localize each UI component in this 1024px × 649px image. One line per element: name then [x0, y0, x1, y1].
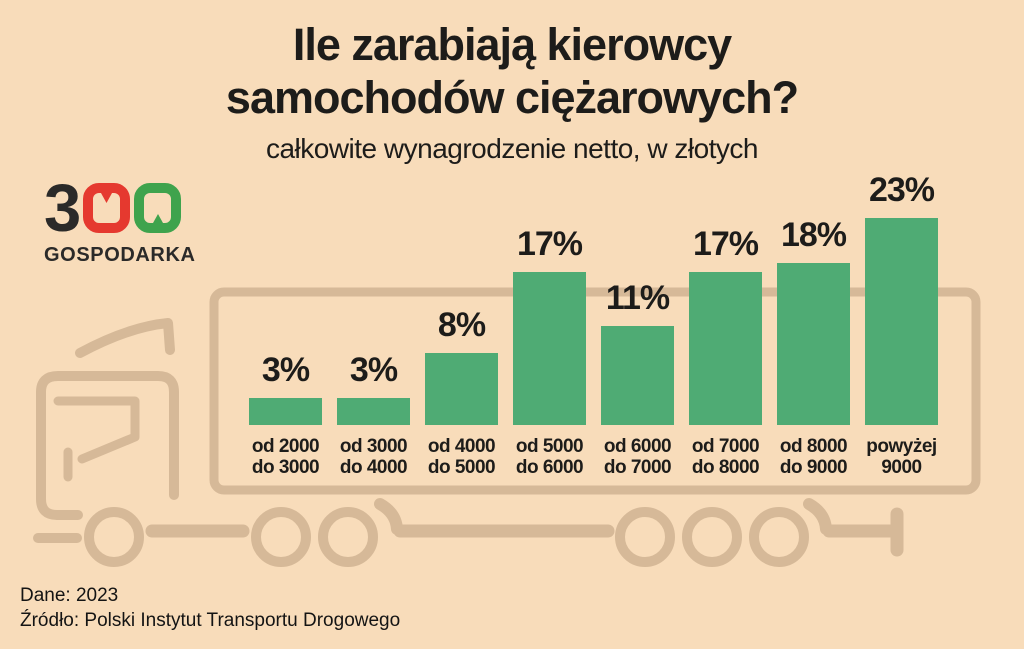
- bar: [249, 398, 322, 425]
- logo-zero-red-icon: [83, 183, 131, 233]
- logo-zero-green-icon: [134, 183, 182, 233]
- bar: [865, 218, 938, 425]
- bar-column: 3% od 2000 do 3000: [249, 0, 322, 478]
- page-title-line1: Ile zarabiają kierowcy: [292, 19, 732, 70]
- truck-wheel: [615, 507, 675, 567]
- bar-value-label: 17%: [516, 225, 583, 263]
- truck-wheel: [318, 507, 378, 567]
- bar-value-label: 8%: [437, 306, 486, 344]
- bar-value-label: 3%: [261, 351, 310, 389]
- bar-column: 3% od 3000 do 4000: [337, 0, 410, 478]
- bar-value-label: 11%: [605, 279, 670, 317]
- bar-column: 8% od 4000 do 5000: [425, 0, 498, 478]
- source-note: Źródło: Polski Instytut Transportu Drogo…: [20, 610, 401, 631]
- page-subtitle: całkowite wynagrodzenie netto, w złotych: [265, 133, 759, 164]
- bar-value-label: 3%: [349, 351, 398, 389]
- footer: Dane: 2023 Źródło: Polski Instytut Trans…: [20, 583, 400, 633]
- bar-value-label: 17%: [692, 225, 759, 263]
- truck-deflector-outline: [75, 318, 175, 358]
- truck-wheel: [251, 507, 311, 567]
- bar: [425, 353, 498, 425]
- bar-category-label: od 4000 do 5000: [427, 436, 496, 478]
- bar: [601, 326, 674, 425]
- page-title-line2: samochodów ciężarowych?: [225, 72, 799, 123]
- bar: [513, 272, 586, 425]
- bar-category-label: od 2000 do 3000: [251, 436, 320, 478]
- bar-category-label: od 3000 do 4000: [339, 436, 408, 478]
- truck-wheel: [84, 507, 144, 567]
- truck-cab-outline: [36, 371, 179, 520]
- truck-window-outline: [53, 396, 140, 464]
- bar-column: 17% od 7000 do 8000: [689, 0, 762, 478]
- truck-mudflap-curve: [803, 498, 832, 535]
- bar-value-label: 23%: [868, 171, 935, 209]
- bar-category-label: od 8000 do 9000: [779, 436, 848, 478]
- truck-mudflap-curve: [374, 498, 403, 535]
- logo-300gospodarka: 3 GOSPODARKA: [44, 171, 196, 267]
- bar-category-label: od 6000 do 7000: [603, 436, 672, 478]
- logo-wordmark: GOSPODARKA: [44, 244, 196, 266]
- bar-value-label: 18%: [780, 216, 847, 254]
- bar-category-label: od 7000 do 8000: [691, 436, 760, 478]
- logo-digit-3: 3: [44, 171, 81, 246]
- bar-chart: 3% od 2000 do 3000 3% od 3000 do 4000 8% od 400…: [249, 0, 938, 478]
- bar: [777, 263, 850, 425]
- bar: [337, 398, 410, 425]
- bar-column: 17% od 5000 do 6000: [513, 0, 586, 478]
- truck-wheel: [749, 507, 809, 567]
- bar-category-label: od 5000 do 6000: [515, 436, 584, 478]
- bar-column: 23% powyżej 9000: [865, 0, 938, 478]
- truck-trailer-outline: [209, 287, 981, 495]
- truck-wheel: [682, 507, 742, 567]
- bar-column: 11% od 6000 do 7000: [601, 0, 674, 478]
- bar-column: 18% od 8000 do 9000: [777, 0, 850, 478]
- logo-digits: 3: [44, 171, 196, 246]
- title-block: Ile zarabiają kierowcy samochodów ciężar…: [0, 18, 1024, 165]
- bar-category-label: powyżej 9000: [866, 436, 937, 478]
- bar: [689, 272, 762, 425]
- data-note: Dane: 2023: [20, 585, 119, 606]
